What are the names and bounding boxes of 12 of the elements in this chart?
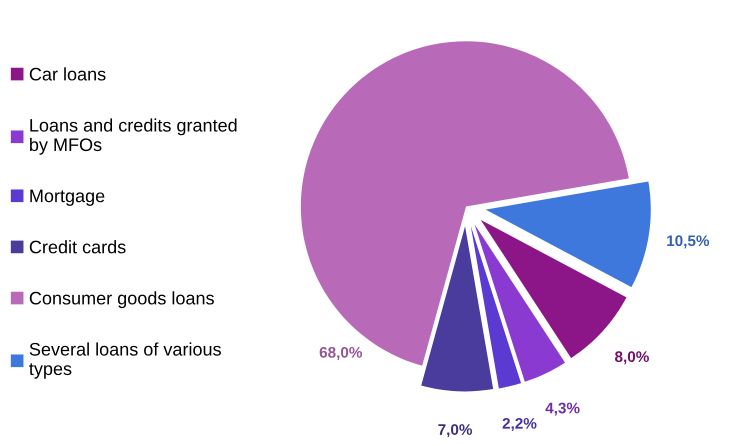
legend-label: Mortgage <box>30 190 104 206</box>
legend-label: Consumer goods loans <box>30 291 214 308</box>
data-label: 7,0% <box>438 424 472 438</box>
legend-label: Several loans of various types <box>29 342 221 379</box>
legend-label: Car loans <box>30 67 106 81</box>
legend-label: Credit cards <box>30 240 126 254</box>
data-label: 10,5% <box>667 235 710 248</box>
data-label: 2,2% <box>502 418 536 431</box>
data-label: 68,0% <box>320 346 362 360</box>
data-label: 4,3% <box>545 402 580 416</box>
legend-label: Loans and credits granted by MFOs <box>30 118 237 155</box>
data-label: 8,0% <box>615 351 649 364</box>
